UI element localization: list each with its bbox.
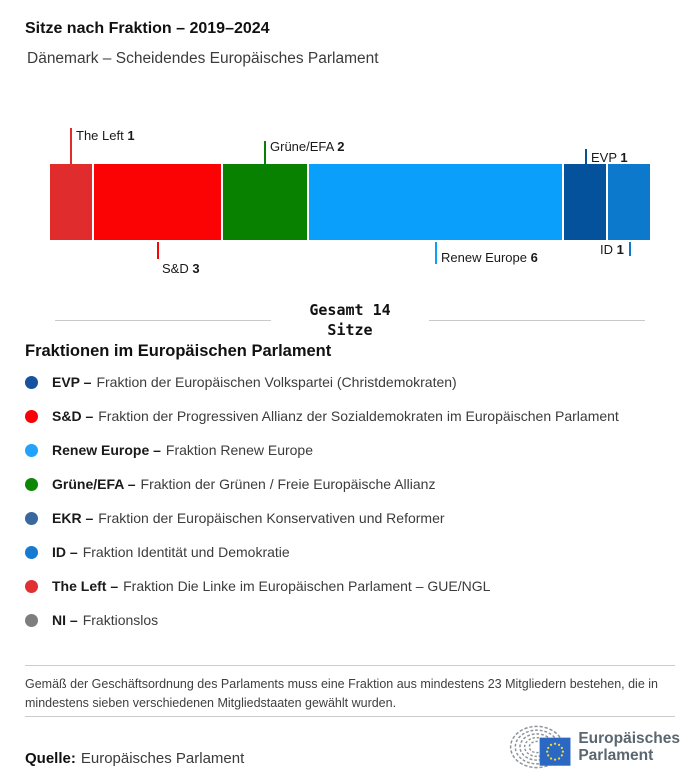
sd-color-dot-icon <box>25 409 38 423</box>
footnote-text: Gemäß der Geschäftsordnung des Parlament… <box>25 677 658 711</box>
page-subtitle: Dänemark – Scheidendes Europäisches Parl… <box>27 50 379 67</box>
bar-label-evp: EVP 1 <box>591 150 628 165</box>
bar-label-the-left: The Left 1 <box>76 128 135 143</box>
bar-label-id-value: 1 <box>616 242 624 257</box>
logo-wordmark: Europäisches Parlament <box>578 730 680 764</box>
bar-label-the-left-name: The Left <box>76 128 124 143</box>
legend-row-the-left: The Left – Fraktion Die Linke im Europäi… <box>25 569 685 603</box>
the-left-color-dot-icon <box>25 579 38 593</box>
bar-segment-evp <box>563 164 606 240</box>
bar-label-evp-value: 1 <box>620 150 628 165</box>
eu-flag-square <box>539 737 571 766</box>
logo-line2: Parlament <box>578 747 654 764</box>
total-seats-label: Gesamt 14 Sitze <box>309 301 391 340</box>
bar-label-id-name: ID <box>600 242 613 257</box>
bar-segment-the-left <box>50 164 93 240</box>
legend-row-ekr: EKR – Fraktion der Europäischen Konserva… <box>25 501 685 535</box>
legend-label: Grüne/EFA – <box>52 476 136 492</box>
evp-color-dot-icon <box>25 375 38 389</box>
legend-row-renew-europe: Renew Europe – Fraktion Renew Europe <box>25 433 685 467</box>
renew-color-dot-icon <box>25 443 38 457</box>
source-label: Quelle: <box>25 750 76 767</box>
legend-heading: Fraktionen im Europäischen Parlament <box>25 342 332 360</box>
bar-segment-gruene-efa <box>222 164 307 240</box>
footnote-divider-top <box>25 665 675 666</box>
bar-label-sd-name: S&D <box>162 261 189 276</box>
ep-hemicycle-icon <box>509 725 571 769</box>
gruene-color-dot-icon <box>25 477 38 491</box>
legend-desc: Fraktion Identität und Demokratie <box>82 544 290 560</box>
leader-line-evp <box>585 149 587 164</box>
legend-label: NI – <box>52 612 78 628</box>
legend-desc: Fraktion der Europäischen Volkspartei (C… <box>96 374 457 390</box>
leader-line-renew-europe <box>435 242 437 264</box>
legend-row-evp: EVP – Fraktion der Europäischen Volkspar… <box>25 365 685 399</box>
ni-color-dot-icon <box>25 613 38 627</box>
bar-segment-renew-europe <box>308 164 562 240</box>
legend-desc: Fraktion der Grünen / Freie Europäische … <box>140 476 436 492</box>
bar-label-sd: S&D 3 <box>162 261 200 276</box>
ekr-color-dot-icon <box>25 511 38 525</box>
bar-label-gruene-efa-value: 2 <box>337 139 345 154</box>
seats-stacked-bar <box>50 164 650 240</box>
bar-label-id: ID 1 <box>600 242 624 257</box>
leader-line-the-left <box>70 128 72 164</box>
legend-desc: Fraktion der Progressiven Allianz der So… <box>98 408 619 424</box>
logo-line1: Europäisches <box>578 729 680 747</box>
legend-desc: Fraktion Die Linke im Europäischen Parla… <box>123 578 491 594</box>
legend-row-gruene-efa: Grüne/EFA – Fraktion der Grünen / Freie … <box>25 467 685 501</box>
leader-line-gruene-efa <box>264 141 266 164</box>
page-title: Sitze nach Fraktion – 2019–2024 <box>25 20 270 37</box>
bar-label-renew-europe: Renew Europe 6 <box>441 250 538 265</box>
footnote-divider-bottom <box>25 716 675 717</box>
leader-line-sd <box>157 242 159 259</box>
bar-label-renew-europe-name: Renew Europe <box>441 250 527 265</box>
total-seats-row: Gesamt 14 Sitze <box>55 300 645 341</box>
legend-label: Renew Europe – <box>52 442 161 458</box>
eu-stars <box>546 742 565 761</box>
bar-label-sd-value: 3 <box>192 261 200 276</box>
bar-segment-sd <box>94 164 221 240</box>
legend-row-sd: S&D – Fraktion der Progressiven Allianz … <box>25 399 685 433</box>
legend-row-ni: NI – Fraktionslos <box>25 603 685 637</box>
legend-label: EVP – <box>52 374 92 390</box>
leader-line-id <box>629 242 631 256</box>
total-rule-right <box>428 319 645 321</box>
legend-desc: Fraktion der Europäischen Konservativen … <box>98 510 445 526</box>
legend-desc: Fraktion Renew Europe <box>165 442 313 458</box>
european-parliament-logo: Europäisches Parlament <box>505 722 680 772</box>
legend-label: The Left – <box>52 578 119 594</box>
source-line: Quelle: Europäisches Parlament <box>25 750 244 767</box>
legend-label: S&D – <box>52 408 94 424</box>
id-color-dot-icon <box>25 545 38 559</box>
bar-label-evp-name: EVP <box>591 150 617 165</box>
legend-list: EVP – Fraktion der Europäischen Volkspar… <box>25 365 685 637</box>
bar-segment-id <box>607 164 650 240</box>
legend-label: EKR – <box>52 510 94 526</box>
bar-label-gruene-efa: Grüne/EFA 2 <box>270 139 344 154</box>
legend-row-id: ID – Fraktion Identität und Demokratie <box>25 535 685 569</box>
bar-label-gruene-efa-name: Grüne/EFA <box>270 139 334 154</box>
legend-desc: Fraktionslos <box>82 612 159 628</box>
legend-label: ID – <box>52 544 78 560</box>
bar-label-renew-europe-value: 6 <box>530 250 538 265</box>
bar-label-the-left-value: 1 <box>127 128 135 143</box>
total-rule-left <box>55 319 272 321</box>
source-text: Europäisches Parlament <box>80 750 245 767</box>
